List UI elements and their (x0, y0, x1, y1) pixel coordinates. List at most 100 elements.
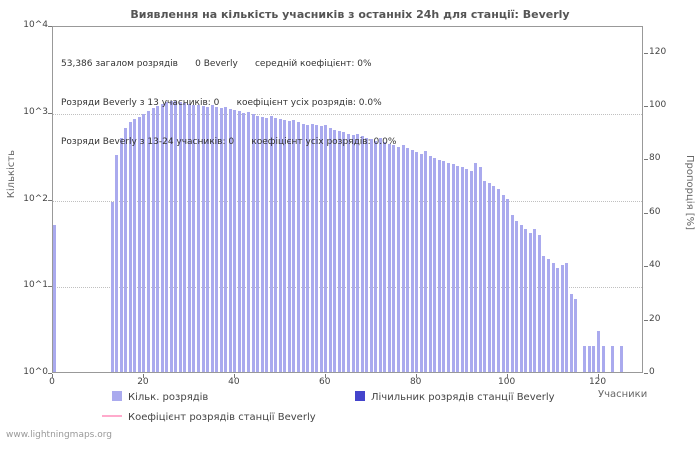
bars-layer (53, 27, 642, 372)
bar (528, 233, 532, 372)
bar (583, 345, 587, 372)
bar (251, 113, 255, 372)
bar (574, 298, 578, 372)
bar (601, 345, 605, 372)
plot-area: 53,386 загалом розрядів 0 Beverly середн… (52, 26, 643, 373)
x-axis-tick: 60 (319, 377, 331, 387)
bar (533, 228, 537, 372)
bar (156, 106, 160, 372)
y-axis-tickmark-right (644, 159, 648, 161)
bar (542, 255, 546, 372)
bar (287, 121, 291, 372)
bar (510, 214, 514, 372)
x-axis-tickmark (324, 374, 326, 378)
bar (610, 345, 614, 372)
bar (501, 194, 505, 372)
bar (401, 145, 405, 372)
legend-station-counter-swatch-icon (355, 391, 365, 401)
bar (319, 126, 323, 372)
legend-item-station-counter: Лічильник розрядів станції Beverly (355, 391, 555, 403)
bar (333, 129, 337, 372)
bar (524, 228, 528, 372)
bar (406, 148, 410, 372)
bar (619, 345, 623, 372)
bar (569, 293, 573, 372)
x-axis-tickmark (597, 374, 599, 378)
bar (397, 147, 400, 372)
y-axis-tick-right: 120 (649, 46, 667, 57)
bar (128, 122, 132, 372)
bar (347, 133, 350, 372)
bar (315, 125, 319, 372)
y-axis-tickmark-left (48, 373, 52, 374)
y-axis-tick-right: 60 (649, 206, 661, 217)
stats-line-3: Розряди Beverly з 13-24 учасників: 0 кое… (61, 137, 397, 147)
legend-count-label: Кільк. розрядів (128, 392, 209, 403)
y-axis-tickmark-left (48, 26, 52, 27)
bar (169, 100, 173, 372)
y-axis-tick-left: 10^2 (23, 193, 48, 204)
bar (365, 137, 369, 372)
bar (492, 185, 496, 372)
y-axis-tick-left: 10^1 (23, 280, 48, 291)
bar (283, 120, 287, 372)
bar (456, 165, 460, 372)
y-axis-tickmark-left (48, 112, 52, 114)
bar (178, 101, 182, 372)
x-axis-tick: 120 (588, 377, 607, 387)
bar (369, 139, 373, 372)
y-axis-tickmark-left (48, 199, 52, 201)
x-axis-tick: 40 (228, 377, 240, 387)
bar (447, 162, 450, 372)
bar (587, 345, 591, 372)
x-axis-tick: 20 (137, 377, 149, 387)
bar (592, 345, 596, 372)
bar (133, 119, 137, 372)
y-axis-tick-right: 40 (649, 260, 661, 271)
bar (296, 122, 300, 372)
y-axis-tickmark-right (644, 52, 648, 54)
bar (547, 259, 551, 372)
bar (487, 183, 491, 372)
bar (174, 101, 178, 372)
bar (324, 125, 328, 372)
bar (151, 108, 155, 372)
x-axis-label: Учасники (598, 389, 648, 400)
bar (110, 202, 114, 372)
bar (474, 162, 478, 372)
chart-title: Виявлення на кількість учасників з остан… (130, 8, 570, 21)
bar (210, 105, 214, 372)
bar (378, 137, 382, 372)
legend-station-coefficient-label: Коефіцієнт розрядів станції Beverly (128, 412, 316, 423)
bar (437, 159, 441, 372)
bar (219, 108, 223, 372)
bar (237, 111, 241, 372)
bar (478, 167, 482, 372)
bar (483, 180, 487, 372)
bar (274, 117, 278, 372)
legend-count-swatch-icon (112, 391, 122, 401)
x-axis-tickmark (52, 374, 53, 378)
bar (196, 105, 200, 372)
stats-line-1: 53,386 загалом розрядів 0 Beverly середн… (61, 59, 372, 69)
y-axis-tickmark-right (644, 212, 648, 214)
x-axis-tickmark (415, 374, 417, 378)
x-axis-tick: 0 (49, 377, 55, 387)
bar (519, 224, 523, 372)
bar (146, 111, 150, 372)
bar (433, 158, 437, 372)
bar (206, 106, 210, 372)
bar (119, 137, 123, 372)
watermark-link[interactable]: www.lightningmaps.org (6, 430, 112, 440)
y-axis-tick-left: 10^0 (23, 367, 48, 377)
x-axis-tickmark (142, 374, 144, 378)
bar (410, 150, 414, 372)
bar (233, 109, 237, 372)
x-axis-tick: 100 (498, 377, 516, 387)
bar (556, 267, 560, 372)
bar (53, 224, 56, 372)
bar (374, 141, 378, 372)
bar (142, 113, 146, 372)
y-axis-tickmark-left (48, 286, 52, 288)
